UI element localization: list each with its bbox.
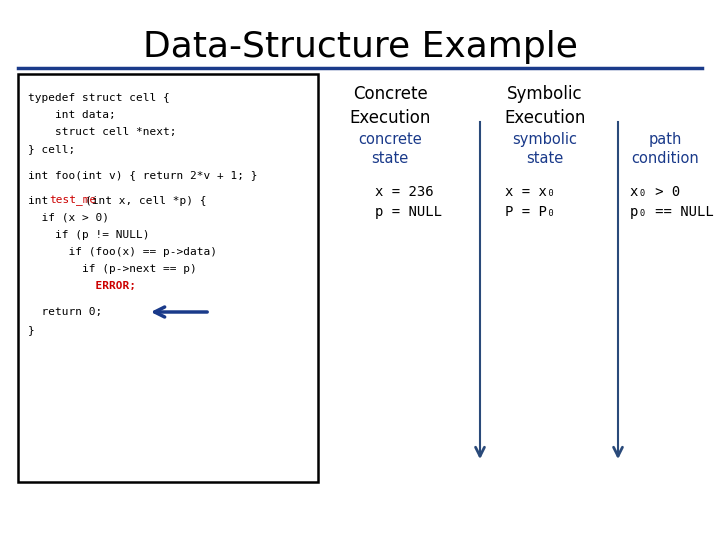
Text: Data-Structure Example: Data-Structure Example (143, 30, 577, 64)
Text: p = NULL: p = NULL (375, 205, 442, 219)
Text: if (p->next == p): if (p->next == p) (28, 264, 197, 274)
Text: return 0;: return 0; (28, 307, 102, 317)
Text: typedef struct cell {: typedef struct cell { (28, 93, 170, 103)
Text: Symbolic
Execution: Symbolic Execution (504, 85, 585, 126)
Text: if (foo(x) == p->data): if (foo(x) == p->data) (28, 247, 217, 257)
Text: int data;: int data; (28, 110, 116, 120)
Text: if (p != NULL): if (p != NULL) (28, 230, 150, 240)
Text: (int x, cell *p) {: (int x, cell *p) { (85, 196, 207, 206)
Text: x₀ > 0: x₀ > 0 (630, 185, 680, 199)
Text: int foo(int v) { return 2*v + 1; }: int foo(int v) { return 2*v + 1; } (28, 170, 258, 180)
Text: x = x₀: x = x₀ (505, 185, 555, 199)
Text: struct cell *next;: struct cell *next; (28, 127, 176, 137)
Text: if (x > 0): if (x > 0) (28, 213, 109, 223)
Text: P = P₀: P = P₀ (505, 205, 555, 219)
Text: path
condition: path condition (631, 132, 699, 166)
Text: ERROR;: ERROR; (28, 281, 136, 291)
Text: } cell;: } cell; (28, 144, 76, 154)
Text: }: } (28, 325, 35, 335)
Text: Concrete
Execution: Concrete Execution (349, 85, 431, 126)
Text: symbolic
state: symbolic state (513, 132, 577, 166)
Bar (18, 74, 318, 482)
Text: p₀ == NULL: p₀ == NULL (630, 205, 714, 219)
Text: x = 236: x = 236 (375, 185, 433, 199)
Text: test_me: test_me (49, 196, 96, 206)
Text: int: int (28, 196, 55, 206)
Text: concrete
state: concrete state (358, 132, 422, 166)
